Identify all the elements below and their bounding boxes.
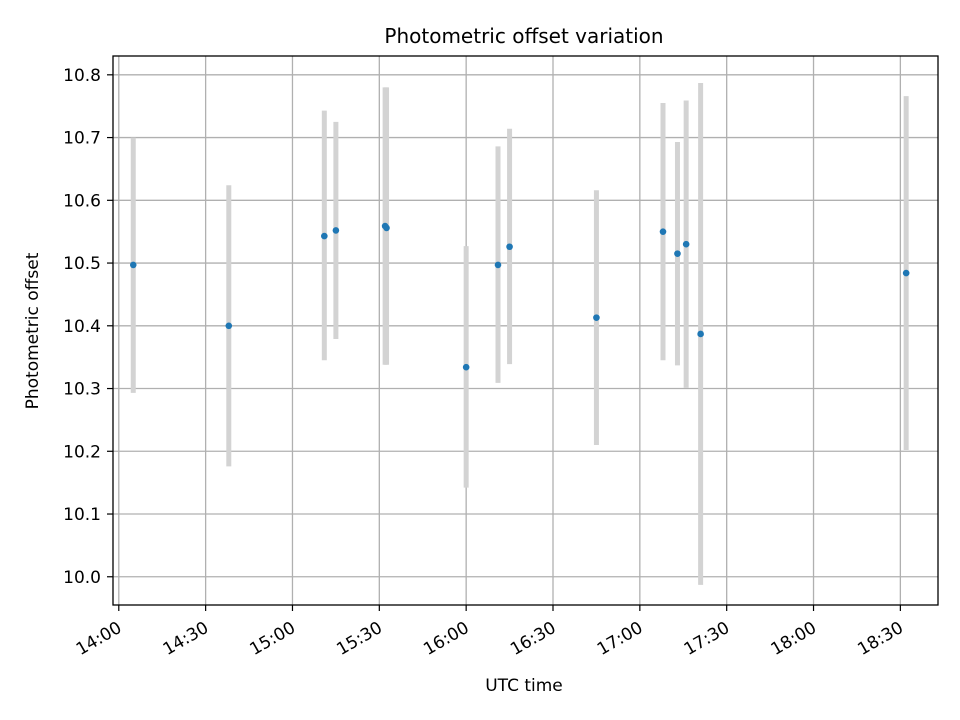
data-point (129, 261, 137, 269)
y-tick-label: 10.7 (63, 129, 101, 149)
y-tick-label: 10.4 (63, 317, 101, 337)
data-point (506, 243, 513, 251)
data-point (659, 228, 667, 235)
y-tick-label: 10.2 (63, 442, 101, 462)
chart-title: Photometric offset variation (384, 24, 663, 48)
y-axis-label: Photometric offset (23, 252, 43, 409)
data-point (383, 224, 390, 232)
plot-frame (112, 55, 939, 606)
x-axis-label: UTC time (485, 676, 563, 696)
y-tick-label: 10.3 (63, 380, 101, 400)
grid-layer (113, 56, 938, 605)
y-tick-label: 10.8 (63, 66, 101, 86)
y-tick-label: 10.6 (63, 191, 101, 211)
data-point (682, 240, 690, 248)
data-point (674, 250, 681, 257)
data-point (225, 322, 233, 330)
data-point (902, 269, 910, 277)
data-point (697, 330, 704, 338)
data-point (462, 363, 470, 371)
point-layer (129, 222, 910, 371)
data-point (321, 232, 328, 240)
data-point (593, 314, 600, 321)
y-tick-label: 10.0 (63, 568, 101, 588)
data-point (494, 261, 502, 269)
y-tick-label: 10.1 (63, 505, 101, 525)
data-point (332, 227, 340, 234)
y-tick-label: 10.5 (63, 254, 101, 274)
